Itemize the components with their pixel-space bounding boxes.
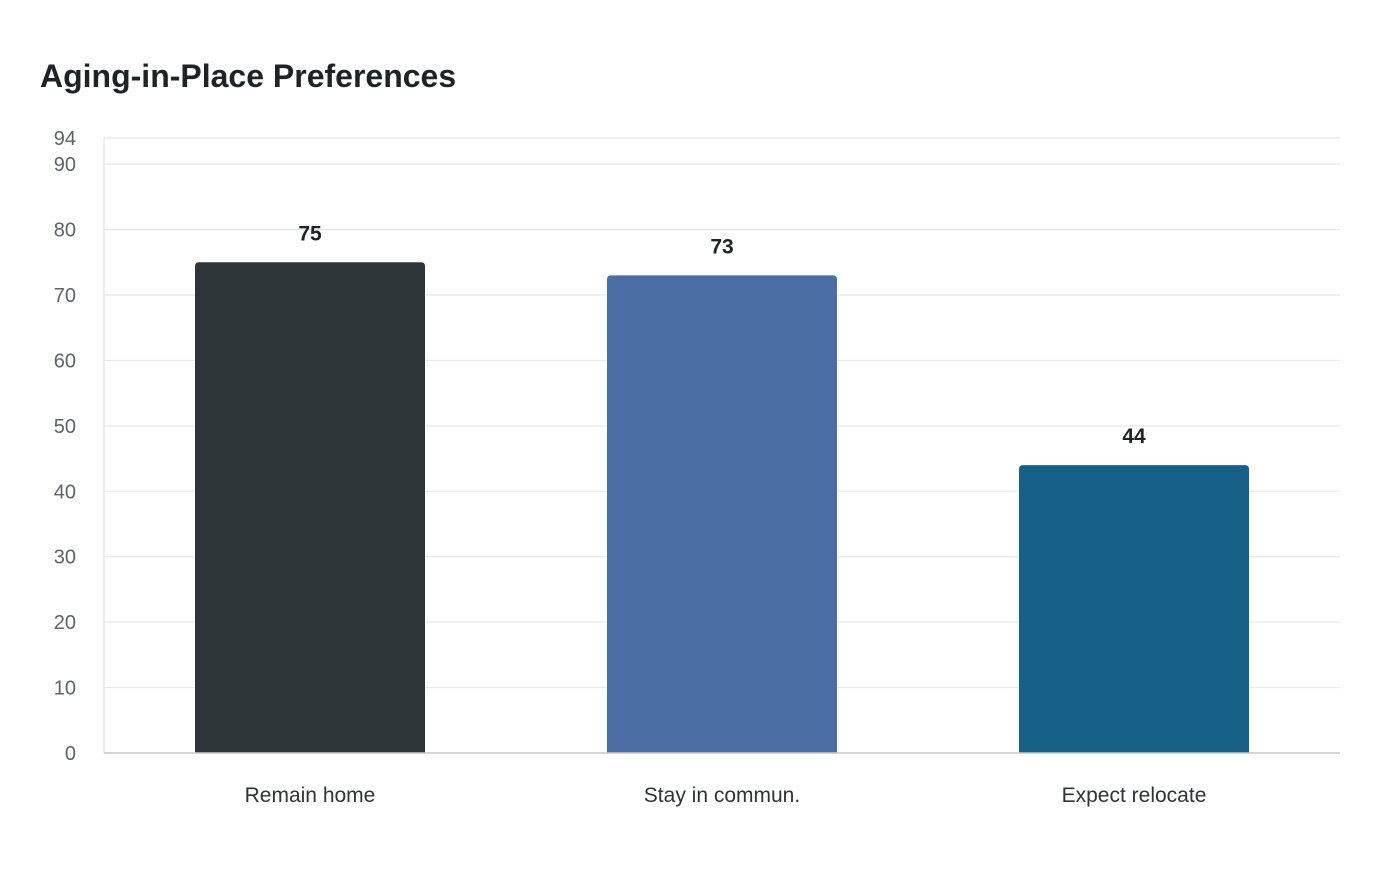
x-category-label: Stay in commun. bbox=[644, 784, 800, 807]
x-category-label: Expect relocate bbox=[1062, 784, 1207, 807]
bar bbox=[1019, 465, 1249, 753]
chart-title: Aging-in-Place Preferences bbox=[40, 58, 457, 94]
value-label: 44 bbox=[1122, 425, 1146, 448]
y-tick-label: 20 bbox=[54, 612, 76, 634]
y-tick-label: 90 bbox=[54, 154, 76, 176]
y-tick-label: 70 bbox=[54, 285, 76, 307]
y-tick-label: 80 bbox=[54, 220, 76, 242]
y-tick-label: 60 bbox=[54, 350, 76, 372]
value-label: 75 bbox=[298, 222, 322, 245]
y-tick-label: 40 bbox=[54, 481, 76, 503]
bar bbox=[195, 262, 425, 753]
y-tick-label: 30 bbox=[54, 547, 76, 569]
y-tick-label: 50 bbox=[54, 416, 76, 438]
y-tick-label: 0 bbox=[65, 743, 76, 765]
y-tick-label: 94 bbox=[54, 128, 76, 150]
bar bbox=[607, 275, 837, 753]
x-category-label: Remain home bbox=[245, 784, 376, 807]
y-tick-label: 10 bbox=[54, 678, 76, 700]
value-label: 73 bbox=[710, 235, 733, 258]
